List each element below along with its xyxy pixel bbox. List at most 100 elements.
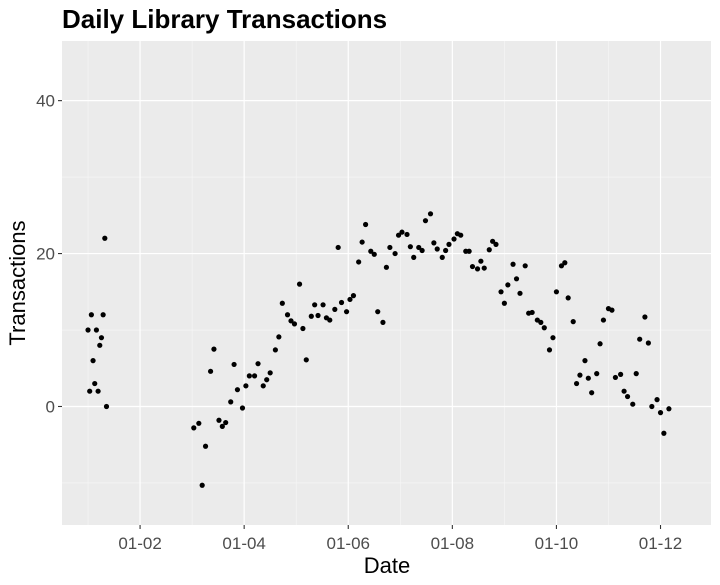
data-point: [570, 319, 576, 325]
y-axis-label: Transactions: [5, 220, 30, 346]
data-point: [362, 221, 369, 228]
data-point: [451, 236, 457, 242]
data-point: [538, 319, 544, 325]
data-point: [407, 244, 413, 250]
x-tick-label: 01-06: [327, 534, 370, 553]
data-point: [392, 250, 398, 257]
data-point: [320, 302, 326, 308]
data-point: [513, 276, 520, 282]
data-point: [246, 373, 252, 379]
data-point: [439, 254, 445, 260]
data-point: [196, 420, 202, 426]
data-point: [594, 371, 600, 377]
data-point: [234, 387, 241, 393]
data-point: [276, 334, 282, 340]
data-point: [478, 258, 484, 264]
data-point: [279, 300, 285, 306]
data-point: [97, 342, 103, 348]
data-point: [666, 406, 672, 412]
data-point: [498, 289, 504, 295]
chart-title: Daily Library Transactions: [62, 4, 388, 34]
data-point: [219, 423, 225, 429]
data-point: [529, 309, 535, 316]
data-point: [501, 300, 507, 306]
data-point: [654, 397, 660, 403]
data-point: [553, 289, 560, 295]
data-point: [522, 263, 528, 269]
data-point: [228, 399, 234, 405]
data-point: [434, 246, 440, 252]
data-point: [589, 390, 595, 396]
data-point: [597, 341, 603, 347]
data-point: [404, 231, 410, 238]
data-point: [642, 314, 648, 320]
data-point: [481, 265, 487, 271]
data-point: [343, 309, 350, 315]
data-point: [296, 281, 303, 287]
data-point: [191, 425, 197, 431]
data-points: [85, 211, 672, 488]
data-point: [505, 282, 511, 288]
y-tick-label: 0: [46, 397, 55, 416]
data-point: [356, 259, 362, 265]
data-point: [431, 240, 437, 246]
data-point: [624, 393, 631, 400]
data-point: [618, 371, 624, 377]
data-point: [102, 235, 108, 241]
data-point: [443, 247, 449, 254]
x-tick-label: 01-12: [639, 534, 682, 553]
data-point: [486, 247, 492, 253]
x-tick-label: 01-04: [222, 534, 265, 553]
data-point: [411, 254, 417, 260]
data-point: [633, 371, 639, 377]
data-point: [368, 248, 374, 254]
data-point: [255, 361, 261, 367]
data-point: [90, 358, 96, 364]
data-point: [609, 307, 615, 313]
data-point: [510, 261, 516, 267]
data-point: [387, 244, 393, 251]
data-point: [637, 336, 643, 342]
data-point: [260, 383, 266, 389]
data-point: [573, 380, 580, 387]
data-point: [315, 312, 321, 319]
data-point: [649, 403, 655, 410]
data-point: [291, 321, 298, 327]
data-point: [565, 295, 571, 301]
data-point: [243, 383, 249, 389]
data-point: [657, 410, 664, 416]
y-tick-label: 40: [36, 92, 55, 111]
data-point: [216, 417, 222, 423]
data-point: [490, 238, 496, 244]
data-point: [231, 361, 237, 368]
data-point: [347, 296, 353, 303]
x-tick-label: 01-10: [535, 534, 578, 553]
data-point: [327, 317, 333, 323]
data-point: [541, 325, 547, 331]
data-point: [272, 347, 278, 353]
minor-gridlines: [62, 41, 711, 525]
x-tick-label: 01-02: [118, 534, 161, 553]
plot-panel: [62, 41, 711, 525]
x-axis-tick-labels: 01-02 01-04 01-06 01-08 01-10 01-12: [118, 534, 682, 553]
data-point: [600, 317, 607, 323]
data-point: [661, 430, 667, 436]
data-point: [88, 312, 94, 318]
data-point: [585, 375, 591, 381]
data-point: [546, 347, 553, 353]
major-gridlines: [62, 41, 711, 525]
data-point: [264, 377, 270, 383]
data-point: [517, 290, 523, 296]
data-point: [422, 218, 429, 224]
data-point: [371, 251, 377, 257]
data-point: [199, 482, 205, 488]
data-point: [469, 263, 476, 270]
data-point: [630, 401, 636, 407]
data-point: [251, 373, 258, 379]
data-point: [395, 232, 402, 238]
data-point: [577, 372, 583, 378]
data-point: [338, 299, 345, 306]
data-point: [202, 443, 209, 449]
data-point: [427, 211, 434, 217]
